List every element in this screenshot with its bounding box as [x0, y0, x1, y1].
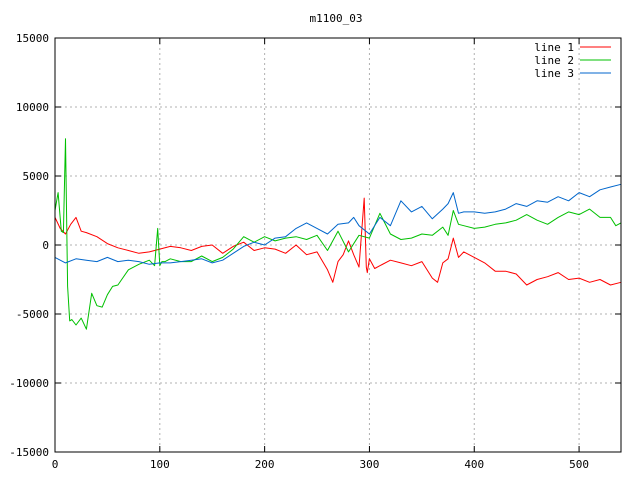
- grid-layer: [55, 38, 621, 452]
- x-tick-label: 100: [150, 458, 170, 471]
- series-line-2: [54, 138, 622, 330]
- legend-label: line 1: [534, 41, 574, 54]
- x-tick-label: 0: [52, 458, 59, 471]
- y-tick-label: -10000: [9, 377, 49, 390]
- x-tick-label: 200: [255, 458, 275, 471]
- legend-label: line 3: [534, 67, 574, 80]
- y-tick-label: 0: [42, 239, 49, 252]
- series-line-3: [54, 183, 622, 265]
- y-tick-label: -5000: [16, 308, 49, 321]
- legend-label: line 2: [534, 54, 574, 67]
- x-tick-label: 400: [464, 458, 484, 471]
- chart-title: m1100_03: [310, 12, 363, 25]
- x-tick-label: 300: [360, 458, 380, 471]
- y-tick-label: 5000: [23, 170, 50, 183]
- series-layer: [54, 138, 622, 330]
- series-line-1: [54, 197, 622, 286]
- y-tick-label: 15000: [16, 32, 49, 45]
- x-tick-label: 500: [569, 458, 589, 471]
- y-tick-label: 10000: [16, 101, 49, 114]
- tick-layer: 0 100 200 300 400 500 15000 10000 5000 0 -5000 -100…: [9, 32, 621, 471]
- y-tick-label: -15000: [9, 446, 49, 459]
